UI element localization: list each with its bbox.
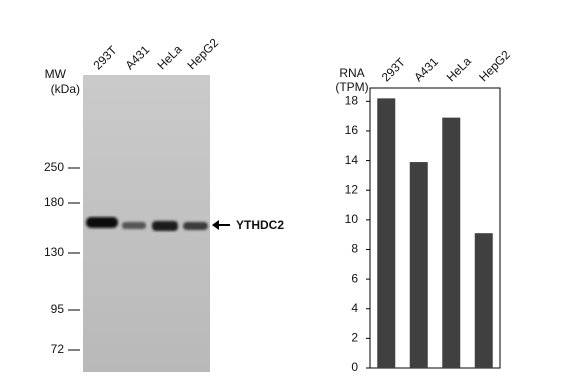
marker-label: 130	[44, 245, 64, 259]
y-tick-label: 0	[351, 360, 358, 374]
lane-label: 293T	[90, 43, 120, 73]
y-tick-label: 2	[351, 331, 358, 345]
y-tick-label: 16	[345, 123, 359, 137]
marker-label: 250	[44, 160, 64, 174]
x-tick-label: 293T	[379, 55, 409, 85]
mw-label: MW	[45, 67, 67, 81]
y-tick-label: 12	[345, 182, 359, 196]
arrow-head	[212, 220, 219, 230]
y-tick-label: 6	[351, 271, 358, 285]
y-axis-label: RNA	[339, 66, 364, 80]
lane-label: HepG2	[184, 35, 221, 72]
band	[152, 221, 178, 231]
bands	[86, 217, 208, 231]
mw-unit: (kDa)	[51, 82, 80, 96]
bar	[474, 233, 493, 368]
y-tick-label: 10	[345, 212, 359, 226]
y-tick-label: 18	[345, 94, 359, 108]
bar	[377, 98, 396, 369]
y-tick-label: 8	[351, 242, 358, 256]
x-tick-label: HepG2	[476, 47, 513, 84]
plot-frame	[369, 87, 501, 369]
bar-chart: RNA (TPM) 0 2 4 6 8 10 12 14 16 18 293T A431 HeLa Hep…	[335, 47, 513, 374]
lane-label: A431	[122, 42, 152, 72]
band	[86, 217, 118, 228]
bar	[442, 117, 461, 368]
marker-label: 95	[51, 302, 65, 316]
marker-label: 180	[44, 195, 64, 209]
lane-label: HeLa	[154, 42, 184, 72]
y-tick-label: 14	[345, 153, 359, 167]
band	[183, 222, 208, 230]
western-blot: YTHDC2 MW (kDa) 293T A431 HeLa HepG2 250 180 1…	[44, 35, 284, 372]
band	[122, 222, 146, 229]
marker-label: 72	[51, 342, 65, 356]
y-tick-label: 4	[351, 301, 358, 315]
y-axis-label: (TPM)	[335, 80, 368, 94]
x-tick-label: A431	[411, 54, 441, 84]
x-tick-label: HeLa	[444, 54, 474, 84]
band-label: YTHDC2	[236, 218, 284, 232]
bar	[409, 162, 428, 368]
